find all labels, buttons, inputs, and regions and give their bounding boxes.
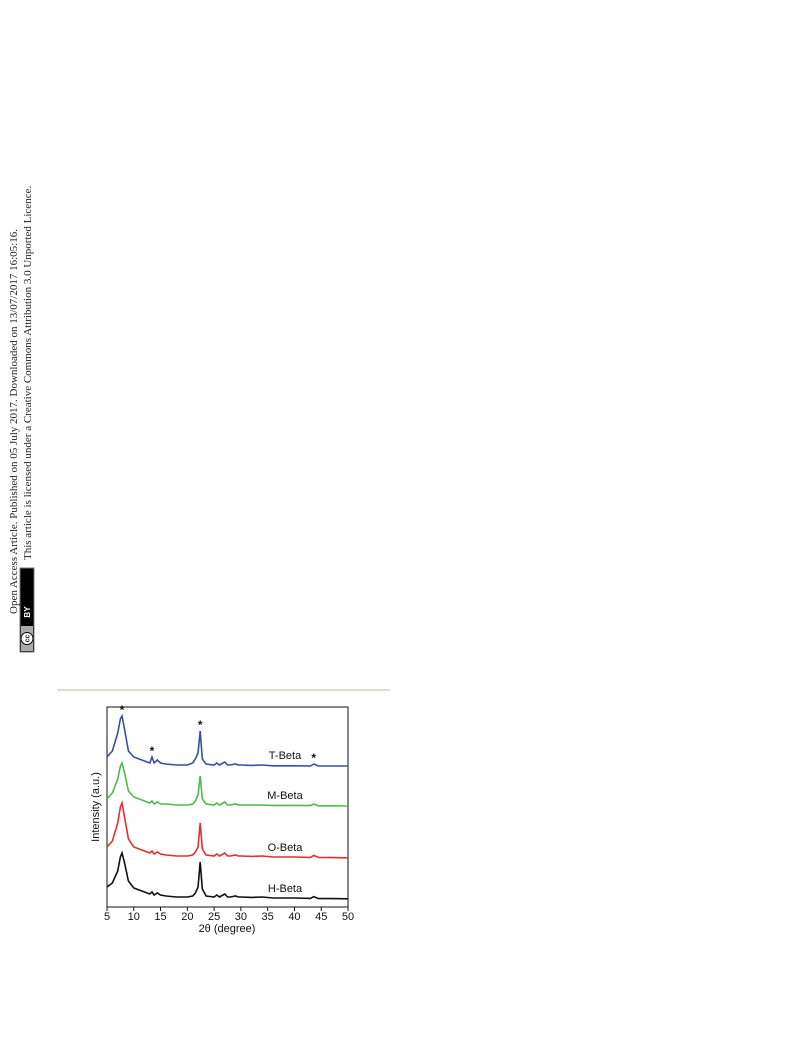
side-text: Open Access Article. Published on 05 Jul…	[8, 229, 20, 614]
series-label: T-Beta	[269, 750, 302, 762]
peak-marker: *	[120, 703, 125, 717]
x-axis-label: 2θ (degree)	[199, 923, 256, 935]
x-tick-label: 45	[315, 911, 327, 923]
license-badge: cc BY	[19, 567, 35, 653]
plot-frame	[106, 706, 349, 908]
x-tick-label: 10	[128, 911, 140, 923]
x-tick-label: 40	[288, 911, 300, 923]
side-text: This article is licensed under a Creativ…	[22, 186, 34, 560]
series-line	[106, 800, 349, 859]
series-line	[106, 850, 349, 900]
x-tick-label: 30	[235, 911, 247, 923]
series-line	[106, 760, 349, 807]
peak-marker: *	[311, 751, 316, 765]
x-tick-label: 20	[181, 911, 193, 923]
x-tick-label: 25	[208, 911, 220, 923]
x-tick-label: 15	[154, 911, 166, 923]
x-tick-label: 35	[262, 911, 274, 923]
badge-cc: cc	[25, 635, 32, 643]
x-tick-label: 50	[342, 911, 354, 923]
peak-marker: *	[198, 718, 203, 732]
series-label: H-Beta	[268, 883, 303, 895]
series-label: O-Beta	[268, 842, 304, 854]
x-tick-label: 5	[104, 911, 110, 923]
badge-by: BY	[23, 606, 32, 618]
series-label: M-Beta	[267, 790, 303, 802]
series-line	[106, 713, 348, 767]
y-axis-label: Intensity (a.u.)	[90, 772, 102, 842]
badge-cc-circle	[20, 632, 34, 645]
peak-marker: *	[150, 744, 155, 758]
